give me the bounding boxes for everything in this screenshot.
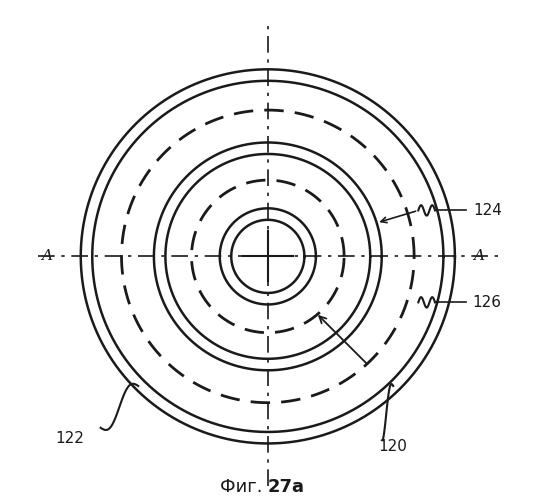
Text: Фиг.: Фиг. [220,478,268,496]
Text: 126: 126 [473,295,502,310]
Text: 124: 124 [473,203,502,218]
Text: 120: 120 [379,439,407,454]
Text: A: A [41,250,52,264]
Text: 122: 122 [55,430,84,446]
Text: A: A [473,250,484,264]
Text: 27а: 27а [268,478,305,496]
